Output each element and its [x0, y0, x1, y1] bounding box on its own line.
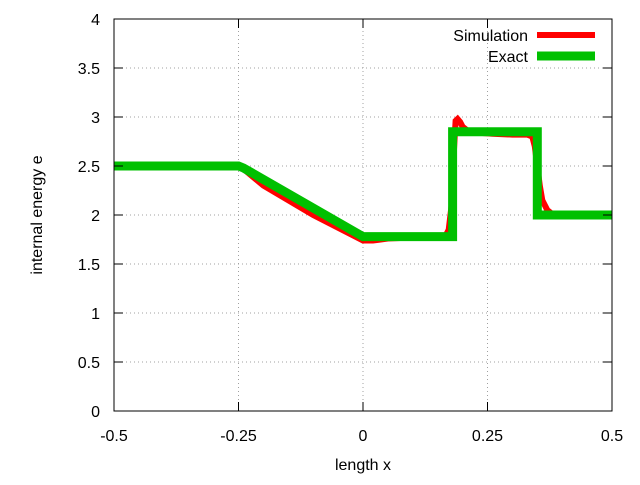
x-tick-label: -0.25: [220, 428, 257, 445]
y-tick-label: 4: [91, 12, 100, 29]
x-axis-label: length x: [335, 457, 391, 474]
y-axis-label: internal energy e: [29, 155, 46, 274]
y-tick-label: 0.5: [78, 355, 100, 372]
legend: Simulation Exact: [453, 28, 595, 66]
y-tick-label: 2: [91, 208, 100, 225]
y-tick-label: 3: [91, 110, 100, 127]
x-tick-label: -0.5: [100, 428, 128, 445]
series-line-exact: [114, 127, 612, 242]
axis-ticks: 0 0.5 1 1.5 2 2.5 3 3.5 4 -0.5 -0.25 0 0.25 0.5: [78, 12, 623, 445]
legend-label-simulation: Simulation: [453, 28, 528, 45]
y-tick-label: 1: [91, 306, 100, 323]
x-tick-label: 0: [359, 428, 368, 445]
y-tick-label: 3.5: [78, 61, 100, 78]
y-tick-label: 2.5: [78, 159, 100, 176]
y-tick-label: 0: [91, 404, 100, 421]
plot-area: [114, 114, 612, 244]
legend-label-exact: Exact: [488, 49, 529, 66]
y-tick-label: 1.5: [78, 257, 100, 274]
x-tick-label: 0.5: [601, 428, 623, 445]
x-tick-label: 0.25: [472, 428, 503, 445]
grid: [114, 19, 612, 411]
